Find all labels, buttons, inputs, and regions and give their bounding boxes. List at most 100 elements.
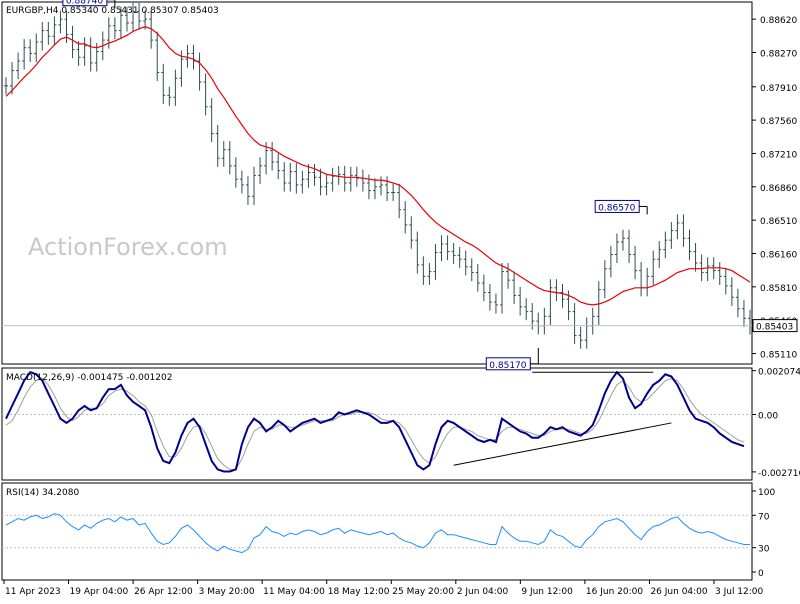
price-bar [276, 153, 281, 180]
price-bar [421, 256, 426, 285]
price-bar [645, 267, 650, 297]
price-bar [542, 307, 547, 335]
macd-signal-line [5, 378, 745, 470]
price-bar [282, 162, 287, 192]
price-y-tick-label: 0.88620 [760, 16, 797, 26]
price-bar [687, 229, 692, 261]
price-bar [633, 245, 638, 280]
price-bar [717, 262, 722, 285]
price-bar [221, 141, 226, 167]
price-bar [239, 170, 244, 194]
price-bar [403, 201, 408, 234]
price-bar [149, 10, 154, 49]
price-bar [463, 250, 468, 276]
price-bar [627, 229, 632, 264]
macd-trendline-lower [453, 422, 672, 466]
x-tick-label: 19 Apr 04:00 [70, 587, 129, 597]
price-bar [500, 263, 504, 314]
price-bar [82, 37, 87, 66]
price-bar [536, 312, 541, 335]
price-panel-frame [1, 1, 753, 365]
price-bar [155, 31, 160, 82]
price-y-tick-label: 0.86510 [760, 217, 797, 227]
price-bar [167, 86, 172, 106]
current-price-label: 0.85403 [756, 323, 793, 333]
price-y-tick-label: 0.85810 [760, 284, 797, 294]
price-bar [318, 168, 323, 196]
rsi-y-tick-label: 0 [758, 569, 764, 579]
price-bar [252, 166, 256, 205]
symbol-info: EURGBP,H4 0.85340 0.85431 0.85307 0.8540… [6, 6, 219, 16]
price-bar [554, 279, 559, 302]
price-bar [518, 286, 523, 316]
price-bar [294, 162, 299, 194]
price-bar [469, 258, 474, 282]
price-bar [270, 142, 275, 171]
price-bar [76, 41, 81, 66]
price-bar [512, 271, 517, 304]
price-bar [651, 250, 656, 285]
macd-y-tick-label: 0.00 [758, 411, 778, 421]
price-bar [427, 263, 432, 285]
price-bar [578, 326, 583, 349]
price-bar [366, 174, 371, 200]
price-bar [445, 235, 450, 261]
price-bar [118, 6, 123, 40]
price-y-tick-label: 0.85110 [760, 351, 797, 361]
price-bar [481, 274, 486, 302]
price-bar [705, 257, 710, 282]
price-y-tick-label: 0.87910 [760, 84, 797, 94]
price-bar [112, 17, 117, 40]
price-bar [741, 300, 746, 327]
price-bar [681, 214, 686, 247]
price-bar [264, 142, 269, 175]
price-bar [336, 165, 341, 185]
price-bar [524, 298, 529, 321]
price-bar [639, 262, 644, 297]
price-bar [439, 235, 444, 262]
annotation-label: 0.86570 [598, 203, 635, 213]
price-bar [209, 98, 214, 143]
price-bar [385, 176, 390, 202]
price-bar [379, 176, 384, 196]
moving-average-line [5, 26, 751, 306]
price-bar [258, 157, 263, 184]
price-bar [614, 233, 619, 264]
x-tick-label: 26 Jun 04:00 [650, 587, 707, 597]
price-bar [506, 263, 511, 289]
x-tick-label: 11 May 04:00 [263, 587, 325, 597]
price-bar [735, 288, 740, 318]
x-tick-label: 26 Apr 12:00 [134, 587, 193, 597]
price-bar [191, 44, 196, 70]
price-bar [391, 183, 396, 202]
price-bar [360, 169, 365, 192]
price-bar [675, 214, 680, 240]
price-bar [28, 39, 33, 63]
price-bar [669, 222, 674, 249]
price-bar [300, 170, 305, 194]
price-bar [185, 44, 190, 68]
price-bar [324, 174, 329, 196]
price-bar [572, 303, 577, 344]
price-bar [693, 243, 698, 272]
macd-y-tick-label: 0.002074 [758, 368, 800, 378]
price-bar [433, 243, 438, 281]
x-tick-label: 11 Apr 2023 [5, 587, 61, 597]
price-bar [548, 279, 553, 325]
price-bar [233, 157, 238, 188]
rsi-line [5, 513, 750, 554]
x-tick-label: 3 Jul 12:00 [715, 587, 764, 597]
price-bar [372, 178, 377, 200]
macd-y-tick-label: -0.002716 [758, 469, 800, 479]
annotation-label: 0.85170 [489, 361, 526, 371]
price-bar [590, 307, 595, 335]
price-bar [306, 163, 311, 188]
price-bar [620, 229, 625, 251]
watermark: ActionForex.com [28, 233, 228, 261]
price-bar [748, 309, 752, 335]
price-bar [457, 246, 462, 268]
price-bar [16, 52, 21, 80]
price-bar [137, 2, 142, 30]
price-bar [699, 254, 704, 282]
